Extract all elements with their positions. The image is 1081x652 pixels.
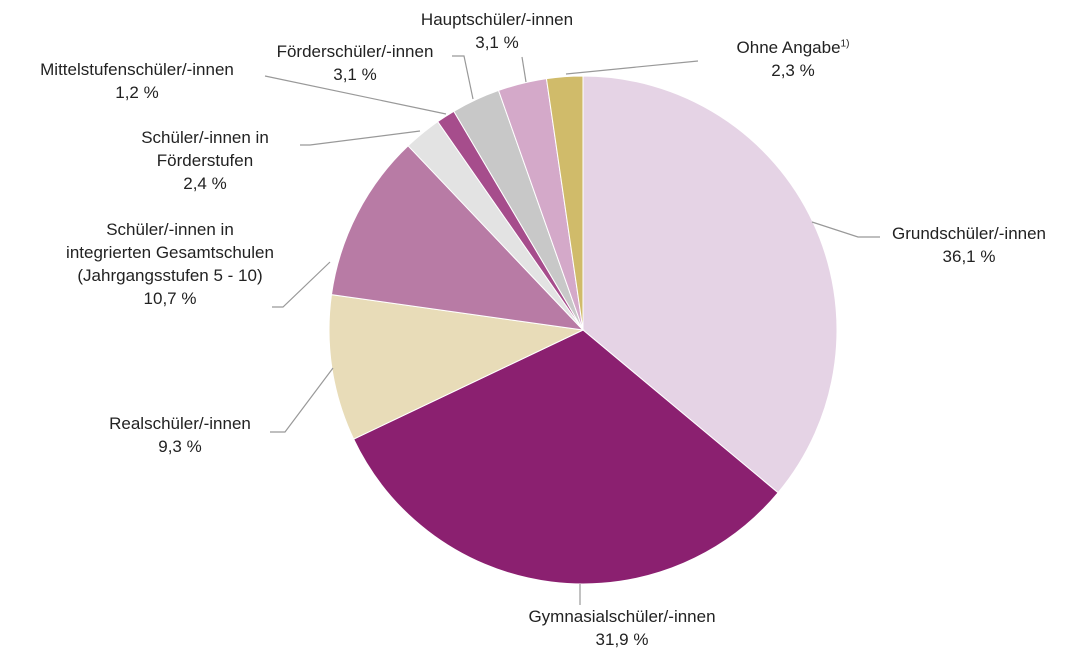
value-label: 36,1 %: [942, 247, 996, 266]
slice-label: Ohne Angabe1) 2,3 %: [693, 36, 893, 82]
value-label: 31,9 %: [595, 630, 649, 649]
slice-label: Grundschüler/-innen 36,1 %: [869, 222, 1069, 268]
value-label: 9,3 %: [158, 437, 202, 456]
leader-line: [811, 221, 880, 238]
leader-line: [272, 261, 331, 308]
category-label: Hauptschüler/-innen: [420, 10, 574, 29]
value-label: 3,1 %: [333, 65, 377, 84]
slice-label: Hauptschüler/-innen 3,1 %: [397, 8, 597, 54]
slice-label: Schüler/-innen in integrierten Gesamtsch…: [65, 218, 275, 310]
slice-label: Schüler/-innen in Förderstufen 2,4 %: [110, 126, 300, 195]
category-label: Grundschüler/-innen: [891, 224, 1047, 243]
category-label: Förderschüler/-innen: [276, 42, 434, 61]
value-label: 1,2 %: [115, 83, 159, 102]
pie-slice: [330, 145, 585, 331]
value-label: 2,3 %: [771, 61, 815, 80]
value-label: 10,7 %: [143, 289, 197, 308]
leader-line: [264, 75, 447, 115]
leader-line: [521, 56, 527, 83]
leader-line: [300, 130, 421, 146]
value-label: 2,4 %: [183, 174, 227, 193]
pie-slice: [352, 329, 779, 585]
category-label: Realschüler/-innen: [109, 414, 251, 433]
footnote-mark: 1): [840, 38, 850, 50]
pie-slice: [545, 75, 584, 331]
category-label: Schüler/-innen in integrierten Gesamtsch…: [66, 220, 274, 285]
value-label: 3,1 %: [475, 33, 519, 52]
leader-line: [565, 60, 699, 75]
slice-label: Mittelstufenschüler/-innen 1,2 %: [2, 58, 272, 104]
slice-label: Realschüler/-innen 9,3 %: [80, 412, 280, 458]
slice-label: Gymnasialschüler/-innen 31,9 %: [492, 605, 752, 651]
category-label: Gymnasialschüler/-innen: [528, 607, 716, 626]
category-label: Schüler/-innen in Förderstufen: [141, 128, 269, 170]
category-label: Mittelstufenschüler/-innen: [40, 60, 234, 79]
category-label: Ohne Angabe: [736, 38, 841, 57]
leader-line: [452, 55, 474, 100]
leader-line: [270, 367, 334, 433]
slice-label: Förderschüler/-innen 3,1 %: [255, 40, 455, 86]
